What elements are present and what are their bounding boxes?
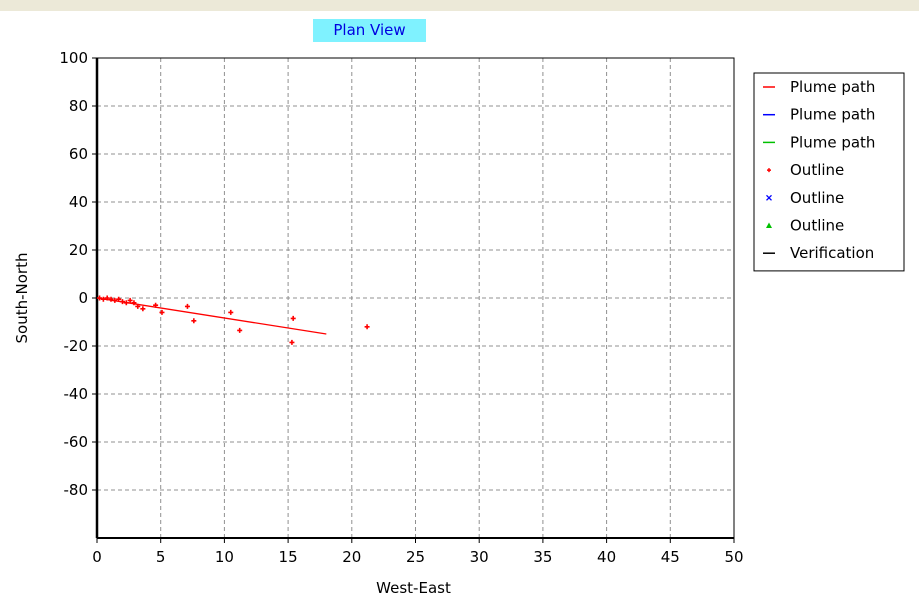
x-tick-label: 15 [279,548,298,566]
y-tick-label: -80 [64,481,89,499]
x-tick-labels: 0 5 10 15 20 25 30 35 40 45 50 [92,538,744,566]
y-tick-label: 40 [69,193,88,211]
x-tick-label: 5 [156,548,166,566]
outline-point [159,309,165,315]
y-axis-title: South-North [13,253,31,344]
legend-label: Outline [790,189,844,207]
x-tick-label: 25 [406,548,425,566]
outline-point [100,296,106,302]
outline-point [108,296,114,302]
x-tick-label: 20 [342,548,361,566]
legend: Plume path Plume path Plume path Outline Out… [753,72,905,272]
outline-point [127,297,133,303]
legend-label: Outline [790,217,844,235]
legend-triangle-swatch [766,222,772,228]
outline-point [290,315,296,321]
chart-title: Plan View [313,19,426,42]
y-tick-label: 60 [69,145,88,163]
x-tick-label: 40 [597,548,616,566]
y-tick-label: 0 [78,289,88,307]
legend-label: Plume path [790,106,875,124]
outline-point [131,300,137,306]
legend-label: Outline [790,161,844,179]
y-tick-label: 100 [59,49,88,67]
outline-point [184,303,190,309]
x-axis-title: West-East [376,579,451,597]
outline-point [237,327,243,333]
y-tick-label: -60 [64,433,89,451]
data-series [96,295,370,345]
outline-point [289,339,295,345]
x-tick-label: 35 [533,548,552,566]
grid-lines [97,58,734,538]
y-tick-label: -20 [64,337,89,355]
x-tick-label: 50 [724,548,743,566]
x-tick-label: 30 [470,548,489,566]
outline-point [228,309,234,315]
outline-point [104,295,110,301]
x-tick-label: 45 [661,548,680,566]
outline-point [135,303,141,309]
outline-point [364,324,370,330]
outline-point [119,299,125,305]
y-tick-label: -40 [64,385,89,403]
legend-label: Plume path [790,78,875,96]
x-tick-label: 10 [215,548,234,566]
outline-point [153,302,159,308]
legend-box [753,72,905,272]
outline-point [112,297,118,303]
outline-point [97,295,103,301]
legend-label: Plume path [790,133,875,151]
plume-path-line [96,297,327,335]
y-tick-label: 20 [69,241,88,259]
legend-plus-swatch [767,168,771,173]
x-tick-label: 0 [92,548,102,566]
window-top-strip [0,0,919,11]
legend-cross-swatch [766,194,772,201]
outline-point [140,306,146,312]
outline-point [191,318,197,324]
legend-label: Verification [790,244,874,262]
outline-point [123,300,129,306]
y-tick-labels: 100 80 60 40 20 0 -20 -40 -60 -80 [59,49,97,499]
outline-point [116,296,122,302]
y-tick-label: 80 [69,97,88,115]
